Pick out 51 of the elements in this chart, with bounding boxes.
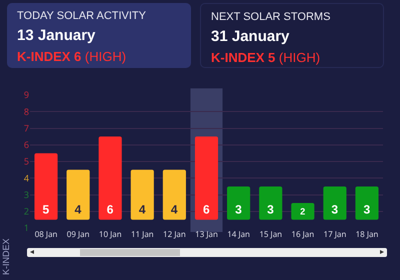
x-tick-label: 10 Jan (98, 229, 122, 240)
text: K-INDEX 6 (17, 49, 82, 64)
bar (130, 170, 154, 220)
bar (162, 170, 186, 220)
x-tick-label: 08 Jan (34, 229, 58, 240)
bar (291, 203, 314, 220)
bar (259, 186, 282, 220)
bar (34, 153, 58, 220)
text: (HIGH) (278, 50, 320, 65)
x-tick-label: 09 Jan (66, 229, 90, 240)
text: (HIGH) (84, 49, 126, 64)
text: K-INDEX 5 (211, 50, 276, 65)
y-tick-label: 4 (24, 171, 29, 184)
bar (355, 186, 379, 220)
data-label: 3 (235, 202, 242, 217)
text: NEXT SOLAR STORMS (211, 11, 332, 23)
data-label: 6 (106, 202, 114, 217)
x-tick-label: 16 Jan (291, 229, 314, 240)
y-tick-label: 8 (24, 104, 29, 118)
data-label: 6 (203, 202, 210, 217)
data-label: 5 (42, 202, 50, 217)
data-label: 4 (138, 202, 146, 217)
text: 31 January (211, 28, 290, 45)
x-tick-label: 15 Jan (259, 229, 282, 240)
bar (227, 186, 250, 220)
y-tick-label: 9 (24, 88, 29, 102)
y-axis-title: K-INDEX (1, 238, 11, 275)
data-label: 3 (331, 202, 338, 217)
y-tick-label: 7 (24, 121, 29, 134)
x-tick-label: 11 Jan (130, 229, 154, 240)
bar (98, 136, 122, 220)
text: 13 January (17, 27, 96, 44)
y-tick-label: 2 (24, 204, 29, 218)
bar (194, 136, 218, 220)
y-tick-label: 6 (24, 138, 29, 152)
bar (323, 186, 346, 220)
x-tick-label: 13 Jan (195, 229, 218, 240)
y-tick-label: 5 (24, 154, 29, 168)
x-tick-label: 18 Jan (356, 229, 378, 240)
y-tick-label: 1 (24, 221, 29, 234)
data-label: 3 (363, 202, 370, 217)
bar (66, 170, 90, 220)
data-label: 2 (300, 206, 306, 216)
data-label: 4 (74, 202, 82, 217)
data-label: 4 (170, 202, 178, 217)
data-label: 3 (267, 202, 274, 217)
y-tick-label: 3 (24, 188, 29, 201)
text: TODAY SOLAR ACTIVITY (17, 10, 147, 22)
x-tick-label: 14 Jan (227, 229, 250, 240)
x-tick-label: 12 Jan (163, 229, 186, 240)
x-tick-label: 17 Jan (323, 229, 346, 240)
